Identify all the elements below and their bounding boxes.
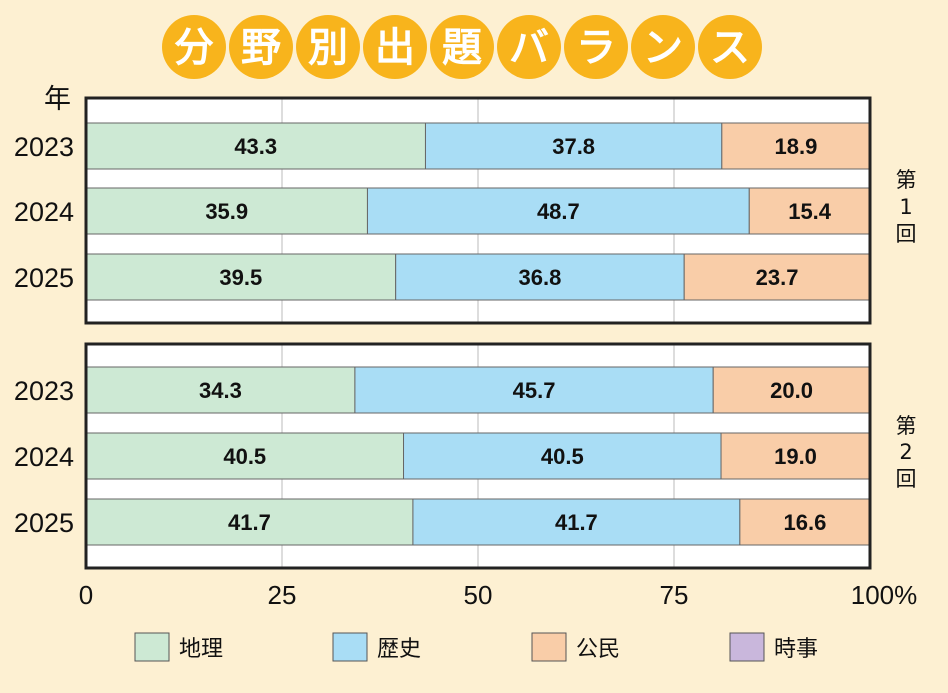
bar-segment-geography: [85, 187, 368, 235]
panel-frame: [84, 96, 872, 325]
data-label: 39.5: [219, 265, 262, 290]
bar-segment-geography: [85, 498, 414, 546]
title-circle: [698, 15, 762, 79]
data-label: 34.3: [199, 378, 242, 403]
data-label: 19.0: [774, 444, 817, 469]
title-char: 野: [241, 25, 281, 71]
legend-swatch: [531, 632, 567, 662]
bar-segment-history: [403, 432, 722, 480]
legend-label: 地理: [179, 637, 223, 662]
title-circle: [564, 15, 628, 79]
legend-swatch: [332, 632, 368, 662]
data-label: 40.5: [223, 444, 266, 469]
panel-label-char: 回: [896, 222, 917, 246]
data-label: 20.0: [770, 378, 813, 403]
legend-label: 時事: [774, 637, 818, 662]
data-label: 16.6: [784, 510, 827, 535]
title-char: バ: [509, 25, 549, 71]
title-circle: [162, 15, 226, 79]
bar-segment-civics: [683, 253, 871, 301]
bar-segment-history: [412, 498, 741, 546]
legend-swatch: [729, 632, 765, 662]
title-char: 題: [442, 25, 482, 71]
year-label: 2023: [14, 132, 74, 162]
bar-segment-civics: [739, 498, 871, 546]
title-char: ン: [643, 25, 683, 71]
data-label: 37.8: [552, 134, 595, 159]
x-tick-label: 100%: [851, 580, 918, 610]
data-label: 35.9: [205, 199, 248, 224]
bar-segment-history: [354, 366, 714, 414]
panel-label-char: 1: [899, 195, 912, 219]
data-label: 40.5: [541, 444, 584, 469]
data-label: 48.7: [537, 199, 580, 224]
x-tick-label: 0: [79, 580, 93, 610]
legend-label: 公民: [576, 637, 620, 662]
bar-segment-civics: [720, 432, 871, 480]
y-axis-title: 年: [44, 84, 71, 114]
x-tick-label: 50: [464, 580, 493, 610]
year-label: 2024: [14, 197, 74, 227]
data-label: 36.8: [519, 265, 562, 290]
title-circle: [229, 15, 293, 79]
panel-label-char: 第: [896, 168, 917, 192]
title-circle: [363, 15, 427, 79]
bar-segment-history: [395, 253, 685, 301]
year-label: 2024: [14, 442, 74, 472]
data-label: 45.7: [513, 378, 556, 403]
legend-swatch: [134, 632, 170, 662]
title-char: ラ: [576, 25, 616, 71]
x-tick-label: 75: [660, 580, 689, 610]
bar-segment-history: [366, 187, 750, 235]
title-char: 別: [308, 25, 348, 71]
year-label: 2023: [14, 376, 74, 406]
panel-label-char: 回: [896, 467, 917, 491]
title-circle: [631, 15, 695, 79]
title-circle: [430, 15, 494, 79]
data-label: 18.9: [774, 134, 817, 159]
bar-segment-civics: [721, 122, 871, 170]
data-label: 15.4: [788, 199, 832, 224]
title-char: 分: [174, 25, 214, 71]
data-label: 41.7: [228, 510, 271, 535]
panel-label-char: 第: [896, 414, 917, 438]
year-label: 2025: [14, 263, 74, 293]
panel-label-char: 2: [899, 440, 912, 464]
legend-label: 歴史: [377, 637, 421, 662]
title-circle: [497, 15, 561, 79]
data-label: 23.7: [756, 265, 799, 290]
panel-frame: [84, 342, 872, 570]
bar-segment-civics: [712, 366, 871, 414]
title-char: ス: [710, 25, 750, 71]
title-circle: [296, 15, 360, 79]
bar-segment-civics: [748, 187, 871, 235]
x-tick-label: 25: [268, 580, 297, 610]
title-char: 出: [375, 25, 415, 71]
year-label: 2025: [14, 508, 74, 538]
data-label: 43.3: [234, 134, 277, 159]
bar-segment-geography: [85, 366, 356, 414]
data-label: 41.7: [555, 510, 598, 535]
